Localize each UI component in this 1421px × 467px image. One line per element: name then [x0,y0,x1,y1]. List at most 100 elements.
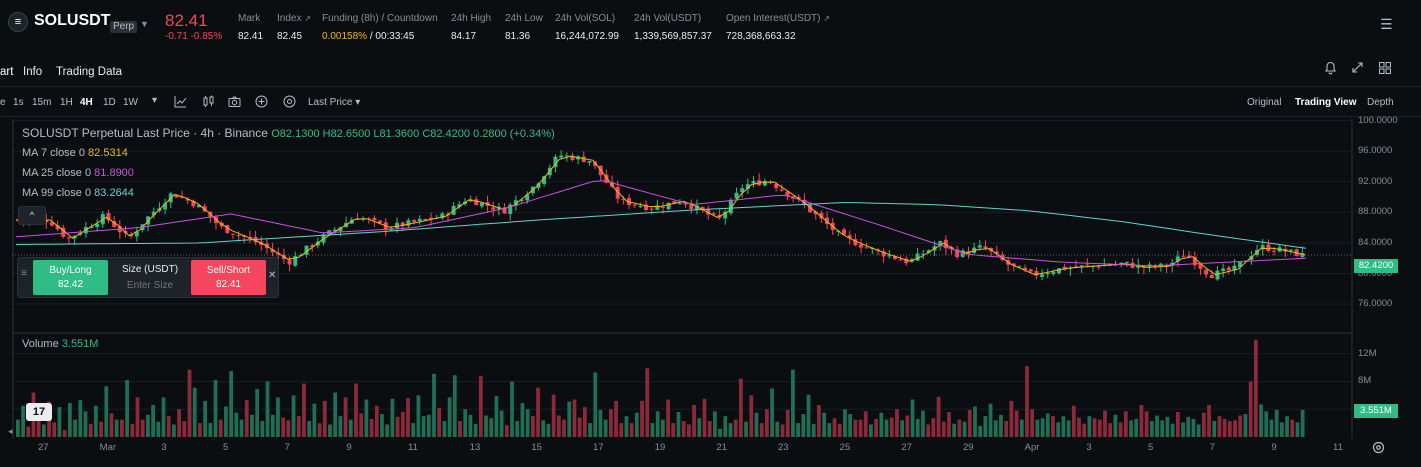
volume-bar [910,399,915,437]
candle-body [1266,244,1271,252]
collapse-legend-button[interactable]: ^ [18,206,46,225]
volume-bar [1165,416,1170,437]
interval-1s[interactable]: 1s [13,97,24,108]
volume-bar [1212,421,1217,437]
volume-bar [1274,409,1279,437]
volume-bar [1103,410,1107,437]
interval-1h[interactable]: 1H [60,97,73,108]
candle-type-icon[interactable] [202,95,215,111]
volume-bar [270,414,275,437]
volume-bar [687,424,691,437]
candle-body [649,208,654,210]
tab-chart[interactable]: art [0,66,14,78]
candle-body [1124,261,1129,263]
volume-bar [915,418,920,437]
candle-body [106,213,111,221]
tab-info[interactable]: Info [23,66,43,78]
chart-settings-icon[interactable] [1372,441,1385,457]
bell-icon[interactable] [1324,61,1337,78]
volume-bar [900,420,905,437]
legend-title: SOLUSDT Perpetual Last Price · 4h · Bina… [22,126,268,140]
volume-bar [338,416,343,437]
stat-oi-value: 728,368,663.32 [726,31,796,42]
tradingview-logo[interactable]: 17 [26,403,52,421]
buy-long-button[interactable]: Buy/Long 82.42 [33,260,108,295]
price-type-select[interactable]: Last Price ▾ [308,97,360,108]
legend-ma25[interactable]: MA 25 close 0 81.8900 [22,167,134,179]
volume-bar [42,424,46,437]
expand-icon[interactable] [1351,61,1364,77]
volume-bar [1061,416,1066,437]
symbol-name[interactable]: SOLUSDT [34,12,111,29]
line-tools-icon[interactable] [174,95,187,111]
chevron-down-icon[interactable]: ▾ [152,95,158,106]
price-chart[interactable] [12,119,1354,439]
camera-icon[interactable] [228,95,241,111]
candle-body [1221,268,1226,272]
volume-bar [614,400,618,437]
candle-body [378,220,383,223]
external-link-icon: ↗ [304,14,311,23]
stat-oi-label[interactable]: Open Interest(USDT) ↗ [726,13,830,24]
interval-1d[interactable]: 1D [103,97,116,108]
close-icon[interactable]: ✕ [268,270,277,281]
candle-body [921,253,926,255]
view-trading-view[interactable]: Trading View [1295,97,1357,108]
volume-bar [718,428,722,437]
ma99-label: MA 99 close 0 [22,187,92,199]
volume-bar [1285,416,1289,437]
candle-body [983,246,988,249]
volume-bar [302,383,306,437]
size-input[interactable] [110,278,190,292]
candle-body [214,216,218,224]
interval-e[interactable]: e [0,97,6,108]
volume-bar [608,409,613,437]
volume-label: Volume [22,338,59,350]
drag-handle-icon[interactable]: ≡ [21,268,27,279]
volume-bar [650,423,655,437]
volume-bar [863,411,868,437]
sell-short-button[interactable]: Sell/Short 82.41 [191,260,266,295]
view-original[interactable]: Original [1247,97,1282,108]
candle-body [1136,264,1141,268]
time-axis-label: 3 [1086,442,1092,453]
candle-body [615,186,620,199]
candle-body [508,204,513,214]
settings-icon[interactable] [283,95,296,111]
candle-body [519,199,524,201]
legend-ma99[interactable]: MA 99 close 0 83.2644 [22,187,134,199]
volume-bar [426,414,431,437]
candle-body [570,155,575,161]
volume-bar [473,423,478,437]
candle-body [621,198,626,200]
chevron-down-icon[interactable]: ▼ [140,19,149,29]
volume-bar [598,409,603,437]
interval-1w[interactable]: 1W [123,97,138,108]
menu-icon[interactable]: ☰ [1380,16,1393,32]
interval-15m[interactable]: 15m [32,97,52,108]
candle-body [553,156,558,168]
scroll-left-icon[interactable]: ◂ [8,426,13,436]
volume-bar [957,419,962,437]
volume-bar [619,423,624,437]
volume-bar [354,383,358,437]
stat-index-label[interactable]: Index ↗ [277,13,311,24]
volume-bar [967,409,972,437]
legend-ma7[interactable]: MA 7 close 0 82.5314 [22,147,128,159]
interval-4h[interactable]: 4H [80,97,93,108]
volume-bar [1217,416,1222,437]
candle-body [287,259,292,265]
volume-bar [380,414,384,437]
volume-bar [603,419,608,437]
time-axis-label: 9 [346,442,352,453]
candle-body [536,183,541,188]
volume-bar [536,387,540,437]
tab-trading-data[interactable]: Trading Data [56,66,123,78]
volume-bar [775,421,780,437]
add-indicator-icon[interactable] [255,95,268,111]
volume-bar [567,401,572,437]
volume-bar [1025,366,1029,437]
view-depth[interactable]: Depth [1367,97,1394,108]
time-axis-label: Mar [99,442,117,453]
layout-grid-icon[interactable] [1378,61,1392,78]
